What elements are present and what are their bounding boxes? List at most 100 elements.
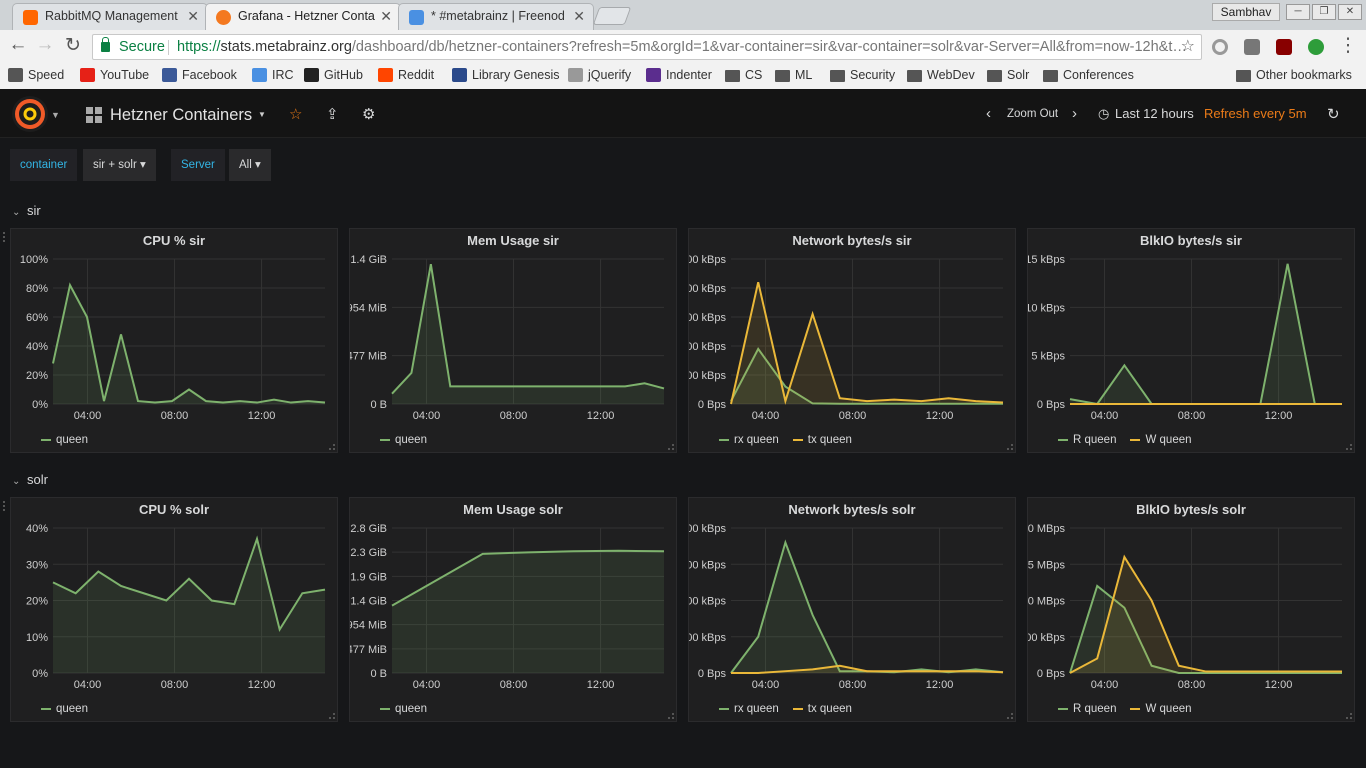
x-tick-label: 12:00: [587, 679, 615, 691]
resize-handle[interactable]: [1007, 713, 1013, 719]
resize-handle[interactable]: [1346, 444, 1352, 450]
legend-item[interactable]: R queen: [1058, 703, 1116, 715]
bookmark-webdev[interactable]: WebDev: [907, 68, 975, 82]
close-icon[interactable]: ✕: [573, 8, 585, 24]
new-tab-button[interactable]: [592, 7, 632, 25]
panel-title[interactable]: BlkIO bytes/s sir: [1140, 233, 1242, 248]
legend-item[interactable]: W queen: [1130, 434, 1192, 446]
chevron-down-icon[interactable]: ▼: [51, 110, 60, 120]
panel-title[interactable]: Mem Usage solr: [463, 502, 563, 517]
reload-icon[interactable]: ↻: [65, 35, 81, 56]
resize-handle[interactable]: [329, 713, 335, 719]
zoom-out-button[interactable]: Zoom Out: [1007, 108, 1059, 120]
bookmark-indenter[interactable]: Indenter: [646, 68, 712, 82]
legend-item[interactable]: queen: [380, 434, 427, 446]
camera-icon[interactable]: [1244, 39, 1260, 55]
dashboard-title[interactable]: Hetzner Containers: [110, 106, 253, 124]
share-icon[interactable]: ⇪: [326, 106, 339, 123]
y-tick-label: 30%: [26, 559, 48, 571]
bookmark-label: Facebook: [182, 68, 237, 82]
panel-title[interactable]: Network bytes/s sir: [792, 233, 912, 248]
x-tick-label: 08:00: [161, 410, 189, 422]
tab-rabbitmq[interactable]: RabbitMQ Management ✕: [12, 3, 208, 30]
resize-handle[interactable]: [1346, 713, 1352, 719]
panel-title[interactable]: CPU % sir: [142, 233, 206, 248]
panel-blkio-bytes-s-sir[interactable]: BlkIO bytes/s sir 15 kBps 10 kBps 5 kBps 0 B…: [1027, 228, 1355, 453]
resize-handle[interactable]: [329, 444, 335, 450]
bookmark-reddit[interactable]: Reddit: [378, 68, 434, 82]
resize-handle[interactable]: [1007, 444, 1013, 450]
panel-mem-usage-solr[interactable]: Mem Usage solr 2.8 GiB 2.3 GiB 1.9 GiB 1.4 G…: [349, 497, 677, 722]
bookmark-youtube[interactable]: YouTube: [80, 68, 149, 82]
chevron-right-icon[interactable]: ›: [1072, 105, 1077, 122]
restore-button[interactable]: ❐: [1312, 4, 1336, 20]
legend-label: queen: [56, 434, 88, 446]
panel-network-bytes-s-sir[interactable]: Network bytes/s sir 500 kBps 400 kBps 300 k…: [688, 228, 1016, 453]
bookmark-irc[interactable]: IRC: [252, 68, 294, 82]
bookmark-security[interactable]: Security: [830, 68, 895, 82]
ublock-icon[interactable]: [1276, 39, 1292, 55]
row-drag-handle[interactable]: [3, 232, 6, 242]
star-icon[interactable]: ☆: [289, 106, 303, 123]
profile-button[interactable]: Sambhav: [1212, 3, 1280, 21]
time-range-picker[interactable]: Last 12 hours: [1115, 106, 1194, 121]
bookmark-cs[interactable]: CS: [725, 68, 762, 82]
panel-title[interactable]: Network bytes/s solr: [788, 502, 916, 517]
refresh-icon[interactable]: ↻: [1327, 106, 1340, 123]
panel-cpu-solr[interactable]: CPU % solr 40% 30% 20% 10% 0% 04:00 08:00 12:00 q…: [10, 497, 338, 722]
y-tick-label: 500 kBps: [689, 254, 726, 266]
panel-network-bytes-s-solr[interactable]: Network bytes/s solr 400 kBps 300 kBps 200 …: [688, 497, 1016, 722]
variable-select-server[interactable]: All ▾: [229, 149, 271, 181]
other-bookmarks[interactable]: Other bookmarks: [1236, 68, 1352, 82]
bookmark-library-genesis[interactable]: Library Genesis: [452, 68, 560, 82]
resize-handle[interactable]: [668, 444, 674, 450]
legend-item[interactable]: queen: [41, 434, 88, 446]
folder-icon: [725, 70, 740, 82]
bookmark-conferences[interactable]: Conferences: [1043, 68, 1134, 82]
menu-icon[interactable]: ⋮: [1338, 35, 1358, 56]
tab-metabrainz[interactable]: * #metabrainz | Freenod ✕: [398, 3, 594, 30]
close-icon[interactable]: ✕: [380, 8, 392, 24]
panel-mem-usage-sir[interactable]: Mem Usage sir 1.4 GiB 954 MiB 477 MiB 0 B 04:…: [349, 228, 677, 453]
panel-cpu-sir[interactable]: CPU % sir 100% 80% 60% 40% 20% 0% 04:00 08:00 12:…: [10, 228, 338, 453]
chevron-left-icon[interactable]: ‹: [986, 105, 991, 122]
bookmark-jquerify[interactable]: jQuerify: [568, 68, 631, 82]
refresh-interval[interactable]: Refresh every 5m: [1204, 106, 1307, 121]
variable-select-container[interactable]: sir + solr ▾: [83, 149, 156, 181]
tab-grafana[interactable]: Grafana - Hetzner Conta ✕: [205, 3, 401, 30]
address-bar[interactable]: Secure https://stats.metabrainz.org/dash…: [92, 34, 1202, 60]
grafana-logo-icon[interactable]: [12, 96, 48, 132]
bookmark-star-icon[interactable]: ☆: [1180, 38, 1195, 55]
legend-item[interactable]: rx queen: [719, 434, 779, 446]
row-title-solr[interactable]: ⌄ solr: [12, 472, 48, 487]
minimize-button[interactable]: ─: [1286, 4, 1310, 20]
close-window-button[interactable]: ✕: [1338, 4, 1362, 20]
back-icon[interactable]: ←: [8, 34, 28, 55]
close-icon[interactable]: ✕: [187, 8, 199, 24]
bookmark-github[interactable]: GitHub: [304, 68, 363, 82]
bookmark-solr[interactable]: Solr: [987, 68, 1029, 82]
github-icon: [304, 68, 319, 82]
extension-icon[interactable]: [1212, 39, 1228, 55]
legend-item[interactable]: R queen: [1058, 434, 1116, 446]
row-drag-handle[interactable]: [3, 501, 6, 511]
legend-item[interactable]: queen: [41, 703, 88, 715]
extension-badge-icon[interactable]: [1308, 39, 1324, 55]
legend-item[interactable]: rx queen: [719, 703, 779, 715]
resize-handle[interactable]: [668, 713, 674, 719]
legend-item[interactable]: tx queen: [792, 703, 852, 715]
bookmark-speed[interactable]: Speed: [8, 68, 64, 82]
row-title-sir[interactable]: ⌄ sir: [12, 203, 41, 218]
caret-down-icon[interactable]: ▼: [258, 110, 266, 119]
bookmark-ml[interactable]: ML: [775, 68, 812, 82]
panel-blkio-bytes-s-solr[interactable]: BlkIO bytes/s solr 2.0 MBps 1.5 MBps 1.0 MB…: [1027, 497, 1355, 722]
legend-item[interactable]: queen: [380, 703, 427, 715]
panel-title[interactable]: BlkIO bytes/s solr: [1136, 502, 1246, 517]
panel-title[interactable]: CPU % solr: [138, 502, 210, 517]
legend-item[interactable]: tx queen: [792, 434, 852, 446]
panel-title[interactable]: Mem Usage sir: [467, 233, 559, 248]
legend-item[interactable]: W queen: [1130, 703, 1192, 715]
bookmark-facebook[interactable]: Facebook: [162, 68, 237, 82]
settings-gear-icon[interactable]: ⚙: [362, 106, 376, 123]
forward-icon[interactable]: →: [35, 34, 55, 55]
